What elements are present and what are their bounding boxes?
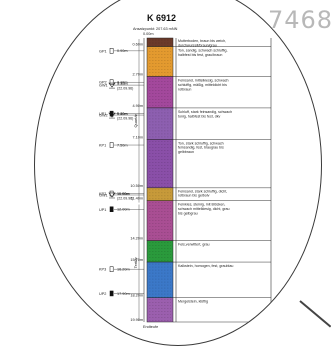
magnifier-handle bbox=[299, 300, 331, 328]
layer-depth-label: 10.50m bbox=[130, 184, 143, 188]
layer-depth-label: 2.70m bbox=[132, 73, 143, 77]
layer-description: halbfest bis fest, grau/braun bbox=[178, 53, 222, 57]
sample-open-icon bbox=[109, 79, 114, 85]
borehole-log: K 6912 Ansatzpunkt: 207.63 mNN 0.00m 0.6… bbox=[99, 13, 272, 329]
sample-filled-icon bbox=[109, 206, 114, 213]
era-group: Quartär Tertiär bbox=[133, 39, 140, 321]
sample-date-label: (22.09.96) bbox=[117, 197, 133, 201]
layer-depth-label: 18.20m bbox=[130, 294, 143, 298]
sample-open-icon bbox=[109, 48, 114, 54]
sample-date-label: (22.09.96) bbox=[117, 87, 133, 91]
sample-depth-label: 7.50m bbox=[117, 143, 128, 147]
sample-depth-label: 5.40m bbox=[117, 112, 128, 116]
sample-id: KP2 bbox=[99, 192, 106, 196]
background-number: 7468 bbox=[268, 6, 331, 34]
layer-description: feinsandig, fest, blaugrau bis bbox=[178, 146, 224, 150]
sample-depth-label: 16.20m bbox=[117, 268, 130, 272]
sample-id: GP1 bbox=[99, 49, 107, 53]
layer-4 bbox=[146, 107, 174, 140]
sample-id: KP3 bbox=[99, 268, 106, 272]
sample-id: GW2 bbox=[99, 114, 108, 118]
sample-filled-icon bbox=[109, 290, 114, 297]
sample-id: UP2 bbox=[99, 292, 106, 296]
layer-description: Ton, sandig, schwach schluffig, bbox=[178, 49, 227, 53]
layer-8 bbox=[146, 240, 174, 263]
sample-id: KP1 bbox=[99, 144, 106, 148]
layer-5 bbox=[146, 139, 174, 189]
water-level-icon bbox=[108, 192, 116, 198]
sample-depth-label: 0.90m bbox=[117, 49, 128, 53]
layer-depth-label: 15.70m bbox=[130, 258, 143, 262]
layer-description: Ton, stark schluffig, schwach bbox=[178, 141, 224, 145]
sample-id: GW1 bbox=[99, 84, 108, 88]
sample-id: UP1 bbox=[99, 208, 106, 212]
layer-description: Mergelstein, klüftig bbox=[178, 300, 208, 304]
layer-description: Feinsand, mittelkiesig, schwach bbox=[178, 79, 229, 83]
era-label: Tertiär bbox=[133, 257, 138, 269]
layer-9 bbox=[146, 261, 174, 298]
end-label: Endteufe bbox=[143, 325, 158, 329]
layer-depth-label: 0.60m bbox=[132, 43, 143, 47]
layer-description: gelbbraun bbox=[178, 150, 194, 154]
water-level-icon bbox=[108, 112, 116, 118]
layer-7 bbox=[146, 200, 174, 241]
sample-depth-label: 17.90m bbox=[117, 292, 130, 296]
layer-description: bis gelbgrau bbox=[178, 211, 198, 215]
sample-depth-label: 3.10m bbox=[117, 81, 128, 85]
sample-depth-label: 11.00m bbox=[117, 192, 129, 196]
layer-description: rotbraun bbox=[178, 87, 191, 91]
layer-depth-label: 19.90m bbox=[130, 318, 143, 322]
layer-description: Kalkstein, homogen, fest, graublau bbox=[178, 264, 233, 268]
layer-description: tonig, halbfest bis fest, dkv bbox=[178, 114, 221, 118]
layer-depth-label: 4.90m bbox=[132, 104, 143, 108]
layer-10 bbox=[146, 297, 174, 323]
layer-description: Feinsand, stark schluffig, dicht, bbox=[178, 189, 227, 193]
layer-description: Mutterboden, braun bis weich, bbox=[178, 39, 226, 43]
layer-group: 0.60m Mutterboden, braun bis weich,durchw… bbox=[130, 37, 272, 323]
era-label: Quartär bbox=[133, 113, 138, 127]
log-title: K 6912 bbox=[147, 13, 176, 23]
layer-3 bbox=[146, 76, 174, 109]
sample-depth-label: 5.30m bbox=[117, 112, 128, 116]
layer-description: Feinkies, steinig, mit Blöcken, bbox=[178, 203, 225, 207]
layer-depth-label: 14.20m bbox=[130, 237, 143, 241]
layer-2 bbox=[146, 46, 174, 77]
sample-depth-label: 12.00m bbox=[117, 208, 130, 212]
sample-id: UP1 bbox=[99, 112, 106, 116]
layer-depth-label: 7.10m bbox=[132, 135, 143, 139]
sample-depth-label: 10.90m bbox=[117, 192, 130, 196]
layer-6 bbox=[146, 187, 174, 201]
layer-1 bbox=[146, 37, 174, 47]
layer-description: durchwurzelt/braun/grau bbox=[178, 43, 217, 47]
sample-id: GW1 bbox=[99, 193, 108, 197]
sample-id: GP2 bbox=[99, 81, 107, 85]
top-depth-label: 0.00m bbox=[143, 32, 154, 36]
log-subtitle: Ansatzpunkt: 207.63 mNN bbox=[133, 27, 178, 31]
sample-date-label: (22.09.96) bbox=[117, 117, 133, 121]
layer-description: Schluff, stark feinsandig, schwach bbox=[178, 110, 232, 114]
layer-depth-label: 11.40m bbox=[131, 197, 143, 201]
water-level-icon bbox=[108, 82, 116, 88]
layer-description: schwach mittelkiesig, dicht, grau bbox=[178, 207, 230, 211]
sample-open-icon bbox=[109, 142, 114, 148]
sample-depth-label: 3.30m bbox=[117, 82, 128, 86]
layer-description: rotbraun bis gelbolv bbox=[178, 194, 210, 198]
magnifier-lens: K 6912 Ansatzpunkt: 207.63 mNN 0.00m 0.6… bbox=[34, 0, 322, 346]
layer-description: schluffig, mäßig, mitteldicht bis bbox=[178, 83, 227, 87]
layer-description: Fels,verwittert, grau bbox=[178, 243, 210, 247]
sample-open-icon bbox=[109, 266, 114, 272]
